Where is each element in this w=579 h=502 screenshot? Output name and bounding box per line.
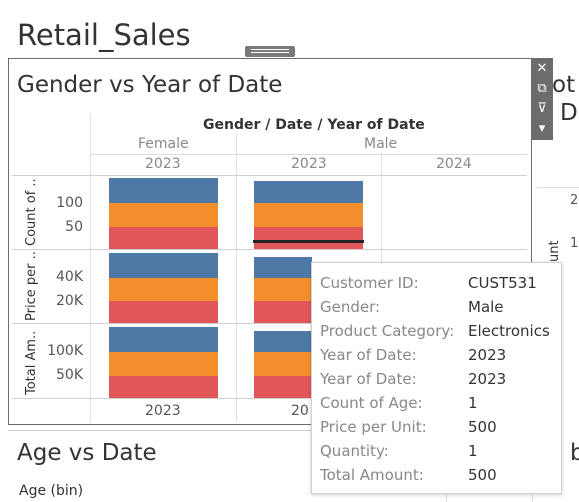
grid-line xyxy=(12,398,527,399)
grid-line xyxy=(12,249,527,250)
bar-segment[interactable] xyxy=(254,352,312,376)
right-sheet-tick: 1 xyxy=(570,236,579,251)
sheet-toolbar xyxy=(531,58,553,140)
bar-segment[interactable] xyxy=(254,257,312,278)
grid-line xyxy=(446,492,447,502)
sheet-divider xyxy=(8,430,558,431)
bar-segment[interactable] xyxy=(109,301,218,323)
dashboard-title: Retail_Sales xyxy=(17,18,191,52)
axis-tick: 40K xyxy=(56,269,83,285)
bar-segment[interactable] xyxy=(109,327,218,352)
bar-segment[interactable] xyxy=(254,227,363,249)
gender-male-header[interactable]: Male xyxy=(364,136,398,152)
bar-segment[interactable] xyxy=(109,352,218,376)
axis-tick: 100K xyxy=(47,343,83,359)
column-header: Gender / Date / Year of Date xyxy=(203,117,425,133)
bar-segment[interactable] xyxy=(109,203,218,227)
tooltip-row: Price per Unit: 500 xyxy=(320,418,497,436)
more-options-icon[interactable]: ▾ xyxy=(538,121,546,136)
row-label-total: Total Am.. xyxy=(24,330,39,395)
tooltip-row: Total Amount: 500 xyxy=(320,466,497,484)
grid-line xyxy=(90,154,527,155)
tooltip-row: Year of Date: 2023 xyxy=(320,346,507,364)
row-label-price: Price per .. xyxy=(24,251,39,321)
right-sheet-divider xyxy=(537,187,579,188)
tooltip-row: Gender: Male xyxy=(320,298,504,316)
bottom-year-label: 20 xyxy=(291,403,309,419)
tooltip-row: Year of Date: 2023 xyxy=(320,370,507,388)
right-sheet-title-fragment: ot xyxy=(552,72,576,98)
right-sheet-title-fragment-3: b xyxy=(570,440,579,466)
grid-line xyxy=(12,175,527,176)
sheet-title: Gender vs Year of Date xyxy=(17,72,283,98)
bar-segment[interactable] xyxy=(109,227,218,249)
gender-female-header[interactable]: Female xyxy=(138,136,189,152)
drag-handle[interactable] xyxy=(245,46,295,57)
bar-segment[interactable] xyxy=(254,203,363,227)
row-label-count: Count of .. xyxy=(24,178,39,246)
tooltip-row: Count of Age: 1 xyxy=(320,394,478,412)
bar-segment[interactable] xyxy=(109,253,218,278)
tooltip-row: Product Category: Electronics xyxy=(320,322,550,340)
right-sheet-axis-label: unt xyxy=(547,240,562,262)
right-sheet-title-fragment-2: D xyxy=(560,100,578,126)
bar-segment[interactable] xyxy=(254,278,312,301)
year-header: 2024 xyxy=(436,156,472,172)
age-sheet-title: Age vs Date xyxy=(17,440,157,466)
axis-tick: 20K xyxy=(56,293,83,309)
popout-icon[interactable]: ⧉ xyxy=(537,81,547,96)
bar-segment[interactable] xyxy=(254,376,312,398)
selected-mark-highlight[interactable] xyxy=(253,240,364,243)
grid-line xyxy=(532,492,533,502)
right-sheet-tick: 2 xyxy=(570,193,579,208)
year-header: 2023 xyxy=(145,156,181,172)
year-header: 2023 xyxy=(291,156,327,172)
grid-line xyxy=(12,323,527,324)
bar-segment[interactable] xyxy=(109,376,218,398)
bar-segment[interactable] xyxy=(254,331,312,352)
bar-segment[interactable] xyxy=(109,278,218,301)
bottom-year-label: 2023 xyxy=(145,403,181,419)
bar-segment[interactable] xyxy=(109,178,218,203)
bar-segment[interactable] xyxy=(254,301,312,323)
tooltip-row: Customer ID: CUST531 xyxy=(320,274,537,292)
filter-icon[interactable]: ⊽ xyxy=(537,101,547,116)
axis-tick: 50K xyxy=(56,367,83,383)
mark-tooltip: Customer ID: CUST531 Gender: Male Product … xyxy=(311,262,562,494)
grid-line xyxy=(90,114,91,422)
grid-line xyxy=(236,134,237,422)
bar-segment[interactable] xyxy=(254,181,363,203)
axis-tick: 100 xyxy=(56,195,83,211)
axis-tick: 50 xyxy=(65,219,83,235)
tooltip-row: Quantity: 1 xyxy=(320,442,478,460)
close-icon[interactable]: ✕ xyxy=(536,61,548,76)
age-bin-header: Age (bin) xyxy=(19,483,84,499)
